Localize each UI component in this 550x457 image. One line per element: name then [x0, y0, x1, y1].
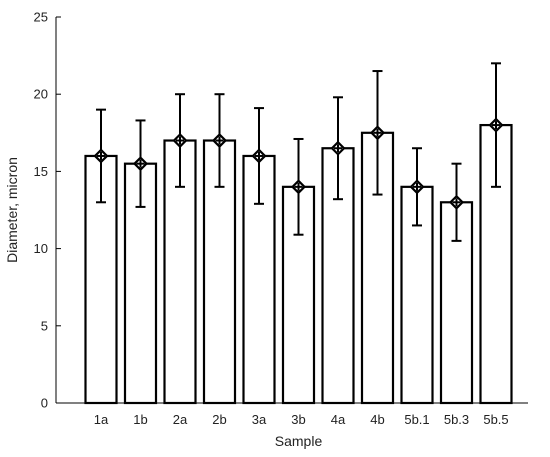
marker-3b: [290, 179, 307, 195]
marker-2b: [211, 132, 228, 149]
x-axis: 1a 1b 2a 2b 3a 3b 4a 4b 5b.1 5b.3 5b.5: [56, 402, 528, 427]
x-tick-label-2b: 2b: [212, 412, 226, 427]
x-tick-label-3a: 3a: [252, 412, 267, 427]
x-tick-label-4a: 4a: [331, 412, 346, 427]
x-tick-label-1b: 1b: [133, 412, 147, 427]
marker-3a: [251, 148, 267, 164]
marker-4a: [330, 140, 346, 156]
y-tick-label: 10: [34, 241, 48, 256]
x-tick-label-5b.5: 5b.5: [483, 412, 508, 427]
bar-4a: [321, 147, 355, 405]
x-tick-label-2a: 2a: [173, 412, 188, 427]
x-tick-label-3b: 3b: [291, 412, 305, 427]
y-axis-label: Diameter, micron: [4, 157, 20, 263]
x-tick-label-5b.1: 5b.1: [404, 412, 429, 427]
y-tick-label: 25: [34, 10, 48, 25]
y-tick-label: 15: [34, 164, 48, 179]
marker-2a: [172, 132, 188, 149]
marker-4b: [369, 125, 386, 141]
marker-5b.5: [488, 117, 504, 133]
x-tick-label-1a: 1a: [94, 412, 109, 427]
y-axis: 0 5 10 15 20 25: [34, 10, 61, 411]
bar-4b: [360, 131, 395, 405]
x-axis-label: Sample: [275, 433, 323, 449]
y-tick-label: 20: [34, 87, 48, 102]
marker-5b.3: [448, 194, 465, 210]
x-tick-label-4b: 4b: [370, 412, 384, 427]
marker-1a: [93, 148, 109, 164]
y-tick-label: 5: [41, 318, 48, 333]
marker-1b: [132, 156, 149, 172]
x-tick-label-5b.3: 5b.3: [444, 412, 469, 427]
y-tick-label: 0: [41, 396, 48, 411]
markers-group: [93, 117, 504, 210]
marker-5b.1: [409, 179, 425, 195]
